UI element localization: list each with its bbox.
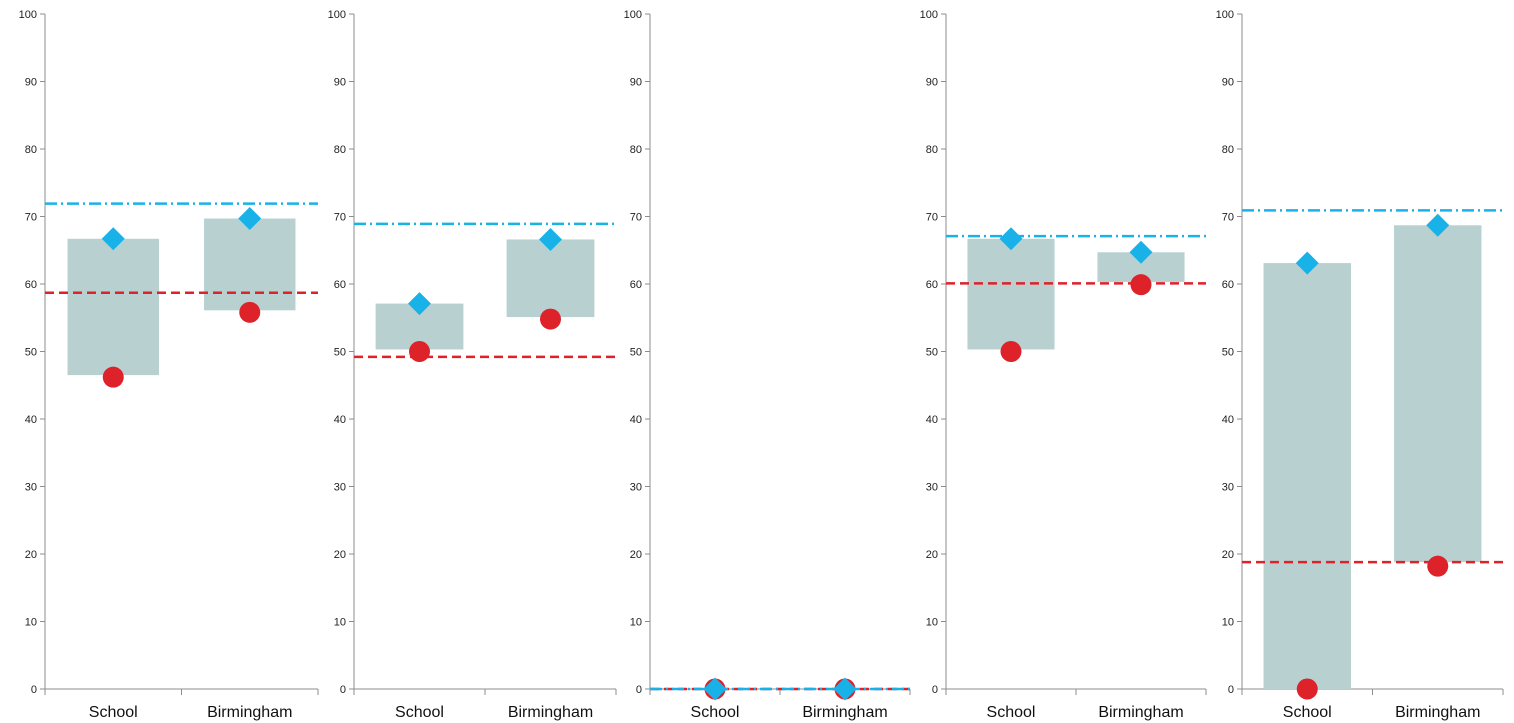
y-tick-label: 100 <box>19 9 37 21</box>
y-tick-label: 80 <box>926 144 938 156</box>
y-tick-label: 50 <box>630 347 642 359</box>
range-bar <box>1263 263 1351 689</box>
y-tick-label: 90 <box>630 77 642 89</box>
range-bar <box>204 218 296 311</box>
y-tick-label: 40 <box>1222 414 1234 426</box>
category-label: Birmingham <box>1395 704 1480 721</box>
y-tick-label: 60 <box>1222 279 1234 291</box>
y-tick-label: 20 <box>25 549 37 561</box>
y-tick-label: 90 <box>25 77 37 89</box>
y-tick-label: 0 <box>31 684 37 696</box>
range-bar <box>1394 225 1482 563</box>
high-marker <box>1426 213 1450 237</box>
y-tick-label: 60 <box>630 279 642 291</box>
low-marker <box>1427 555 1449 577</box>
y-tick-label: 20 <box>630 549 642 561</box>
y-tick-label: 90 <box>334 77 346 89</box>
high-marker <box>1129 240 1153 264</box>
y-tick-label: 0 <box>932 684 938 696</box>
range-bar <box>967 238 1055 350</box>
category-label: School <box>987 704 1036 721</box>
y-tick-label: 70 <box>1222 212 1234 224</box>
low-marker <box>1296 678 1318 700</box>
y-tick-label: 60 <box>334 279 346 291</box>
category-label: School <box>89 704 138 721</box>
high-marker <box>1295 251 1319 275</box>
y-tick-label: 100 <box>624 9 642 21</box>
y-tick-label: 60 <box>926 279 938 291</box>
category-label: Birmingham <box>207 704 292 721</box>
y-tick-label: 40 <box>630 414 642 426</box>
y-tick-label: 30 <box>926 482 938 494</box>
high-marker <box>999 227 1023 251</box>
y-tick-label: 40 <box>334 414 346 426</box>
y-tick-label: 70 <box>25 212 37 224</box>
y-tick-label: 30 <box>25 482 37 494</box>
low-marker <box>540 308 561 330</box>
y-tick-label: 30 <box>630 482 642 494</box>
y-tick-label: 30 <box>334 482 346 494</box>
category-label: School <box>1283 704 1332 721</box>
y-tick-label: 0 <box>1228 684 1234 696</box>
y-tick-label: 10 <box>334 617 346 629</box>
y-tick-label: 40 <box>926 414 938 426</box>
y-tick-label: 80 <box>25 144 37 156</box>
chart-panel-3: 0 10 20 30 40 50 60 70 80 90 100 School Birmingham <box>624 9 911 721</box>
y-tick-label: 0 <box>340 684 346 696</box>
high-marker <box>703 677 727 701</box>
y-tick-label: 70 <box>926 212 938 224</box>
range-bar <box>506 239 595 318</box>
category-label: Birmingham <box>508 704 593 721</box>
y-tick-label: 10 <box>630 617 642 629</box>
category-label: School <box>395 704 444 721</box>
y-tick-label: 10 <box>926 617 938 629</box>
category-label: Birmingham <box>802 704 887 721</box>
range-bar <box>67 238 159 376</box>
high-marker <box>408 292 431 316</box>
y-tick-label: 10 <box>25 617 37 629</box>
y-tick-label: 20 <box>1222 549 1234 561</box>
high-marker <box>238 207 262 231</box>
category-label: School <box>691 704 740 721</box>
y-tick-label: 50 <box>334 347 346 359</box>
y-tick-label: 80 <box>1222 144 1234 156</box>
low-marker <box>1000 341 1022 362</box>
y-tick-label: 30 <box>1222 482 1234 494</box>
y-tick-label: 20 <box>926 549 938 561</box>
chart-panel-4: 0 10 20 30 40 50 60 70 80 90 100 School Birmingham <box>920 9 1207 721</box>
low-marker <box>239 301 261 323</box>
y-tick-label: 50 <box>1222 347 1234 359</box>
high-marker <box>101 227 125 251</box>
y-tick-label: 60 <box>25 279 37 291</box>
high-marker <box>539 227 562 251</box>
y-tick-label: 70 <box>334 212 346 224</box>
chart-panel-5: 0 10 20 30 40 50 60 70 80 90 100 School Birmingham <box>1216 9 1504 721</box>
low-marker <box>409 341 430 362</box>
low-marker <box>102 366 124 388</box>
y-tick-label: 90 <box>926 77 938 89</box>
y-tick-label: 20 <box>334 549 346 561</box>
y-tick-label: 80 <box>630 144 642 156</box>
y-tick-label: 0 <box>636 684 642 696</box>
chart-panel-2: 0 10 20 30 40 50 60 70 80 90 100 School Birmingham <box>328 9 617 721</box>
low-marker <box>1130 274 1152 296</box>
y-tick-label: 70 <box>630 212 642 224</box>
y-tick-label: 80 <box>334 144 346 156</box>
y-tick-label: 10 <box>1222 617 1234 629</box>
high-marker <box>833 677 857 701</box>
y-tick-label: 50 <box>926 347 938 359</box>
category-label: Birmingham <box>1098 704 1183 721</box>
chart-panel-1: 0 10 20 30 40 50 60 70 80 90 100 School Birmingham <box>19 9 319 721</box>
y-tick-label: 100 <box>1216 9 1234 21</box>
y-tick-label: 50 <box>25 347 37 359</box>
y-tick-label: 90 <box>1222 77 1234 89</box>
y-tick-label: 100 <box>920 9 938 21</box>
y-tick-label: 40 <box>25 414 37 426</box>
y-tick-label: 100 <box>328 9 346 21</box>
